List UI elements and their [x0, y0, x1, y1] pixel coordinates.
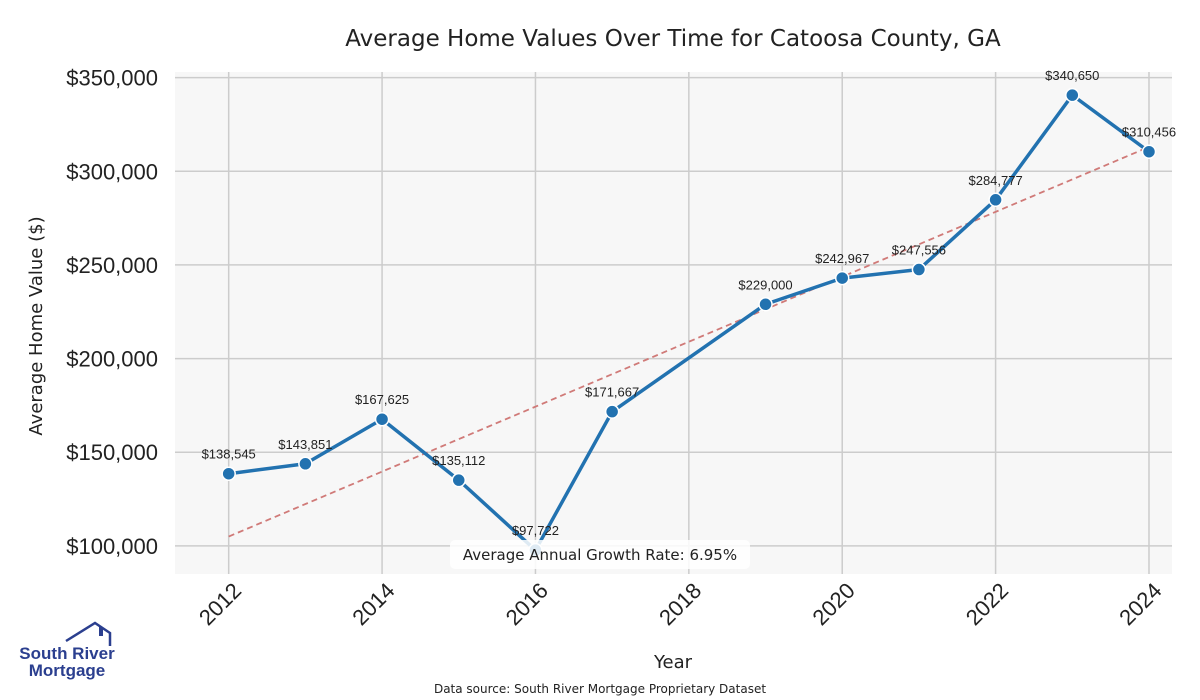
data-point: [1141, 144, 1157, 159]
x-tick-labels: 2012 2014 2016 2018 2020 2022 2024: [194, 578, 1167, 630]
x-tick-label: 2022: [961, 578, 1013, 630]
x-tick-label: 2020: [807, 578, 859, 630]
x-tick-label: 2016: [501, 578, 553, 630]
house-roof-icon: [65, 621, 112, 646]
data-label: $135,112: [432, 453, 485, 468]
data-point: [451, 472, 467, 488]
chimney-icon: [99, 627, 103, 636]
data-label: $284,777: [968, 173, 1022, 188]
south-river-logo: South River Mortgage: [19, 621, 115, 680]
series-line: [228, 93, 1151, 552]
data-point: [834, 270, 850, 286]
points-group: [221, 87, 1157, 558]
data-point: [298, 456, 313, 472]
data-label: $167,625: [355, 392, 409, 407]
x-tick-label: 2014: [347, 578, 399, 630]
trend-line-group: [228, 146, 1150, 538]
chart-title: Average Home Values Over Time for Catoos…: [345, 26, 1001, 52]
x-tick-label: 2012: [194, 578, 246, 630]
data-label: $138,545: [202, 447, 256, 462]
x-axis-label: Year: [653, 652, 693, 673]
logo-line-1: South River: [19, 644, 115, 663]
data-label: $340,650: [1045, 68, 1099, 83]
growth-rate-text: Average Annual Growth Rate: 6.95%: [463, 546, 737, 564]
data-point: [604, 404, 620, 419]
data-point: [221, 466, 236, 481]
y-tick-label: $350,000: [66, 66, 158, 91]
data-label: $247,556: [892, 243, 946, 258]
x-tick-label: 2024: [1114, 578, 1166, 630]
y-tick-labels: $100,000 $150,000 $200,000 $250,000 $300,000…: [66, 66, 158, 559]
data-point: [911, 262, 927, 277]
data-labels-group: $138,545 $143,851 $167,625 $135,112 $97,722 $…: [202, 68, 1177, 538]
x-gridlines: [227, 72, 1150, 574]
data-label: $229,000: [738, 277, 792, 292]
data-label: $242,967: [815, 251, 869, 266]
y-tick-label: $150,000: [66, 440, 158, 465]
data-point: [988, 192, 1003, 208]
data-label: $143,851: [278, 437, 332, 452]
data-source-note: Data source: South River Mortgage Propri…: [434, 682, 766, 696]
y-tick-label: $200,000: [66, 347, 158, 372]
data-point: [758, 297, 773, 312]
data-point: [374, 411, 390, 427]
data-label: $97,722: [512, 523, 559, 538]
trend-line: [228, 146, 1150, 538]
data-label: $171,667: [585, 385, 639, 400]
x-tick-label: 2018: [654, 578, 706, 630]
growth-rate-annotation: Average Annual Growth Rate: 6.95%: [450, 540, 750, 569]
data-point: [1065, 87, 1080, 103]
y-tick-label: $100,000: [66, 534, 158, 559]
y-axis-label: Average Home Value ($): [26, 216, 47, 435]
series-group: [228, 93, 1151, 552]
y-gridlines: [175, 76, 1172, 547]
y-tick-label: $250,000: [66, 253, 158, 278]
logo-line-2: Mortgage: [29, 661, 106, 680]
growth-rate-box: [450, 540, 750, 569]
data-label: $310,456: [1122, 125, 1176, 140]
y-tick-label: $300,000: [66, 159, 158, 184]
plot-background: [175, 72, 1172, 574]
